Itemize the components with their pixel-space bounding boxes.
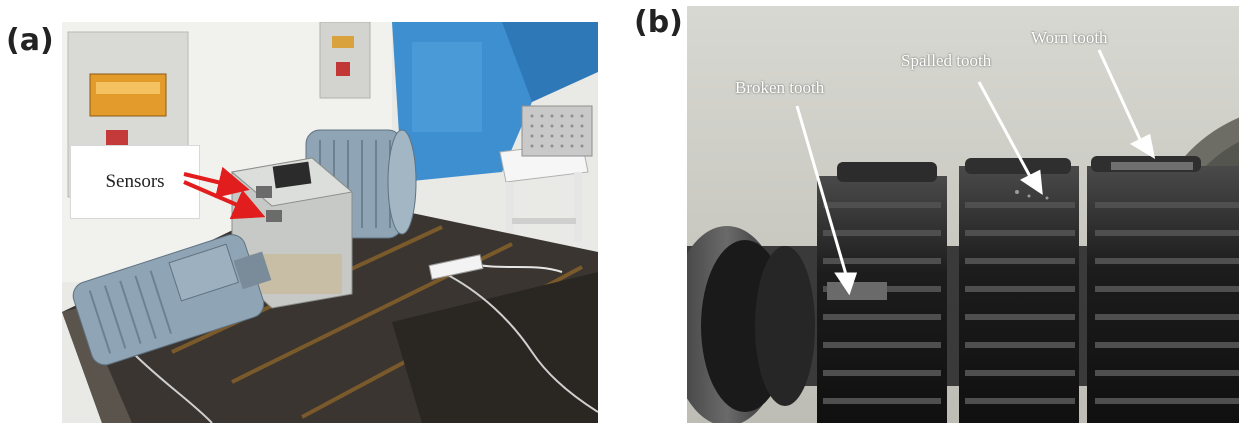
test-rig-illustration [62,22,598,423]
panel-b-label: (b) [634,5,683,40]
sensors-callout: Sensors [70,145,200,219]
worn-tooth-label: Worn tooth [1031,28,1108,47]
test-rig-photo: Sensors [62,22,598,423]
gear-shaft-illustration [687,6,1239,423]
sensors-label: Sensors [105,171,165,192]
panel-a-label: (a) [6,23,54,58]
gear-damage-photo: Broken tooth Spalled tooth Worn tooth [687,6,1239,423]
broken-tooth-label: Broken tooth [735,78,825,97]
spalled-tooth-label: Spalled tooth [901,51,992,70]
